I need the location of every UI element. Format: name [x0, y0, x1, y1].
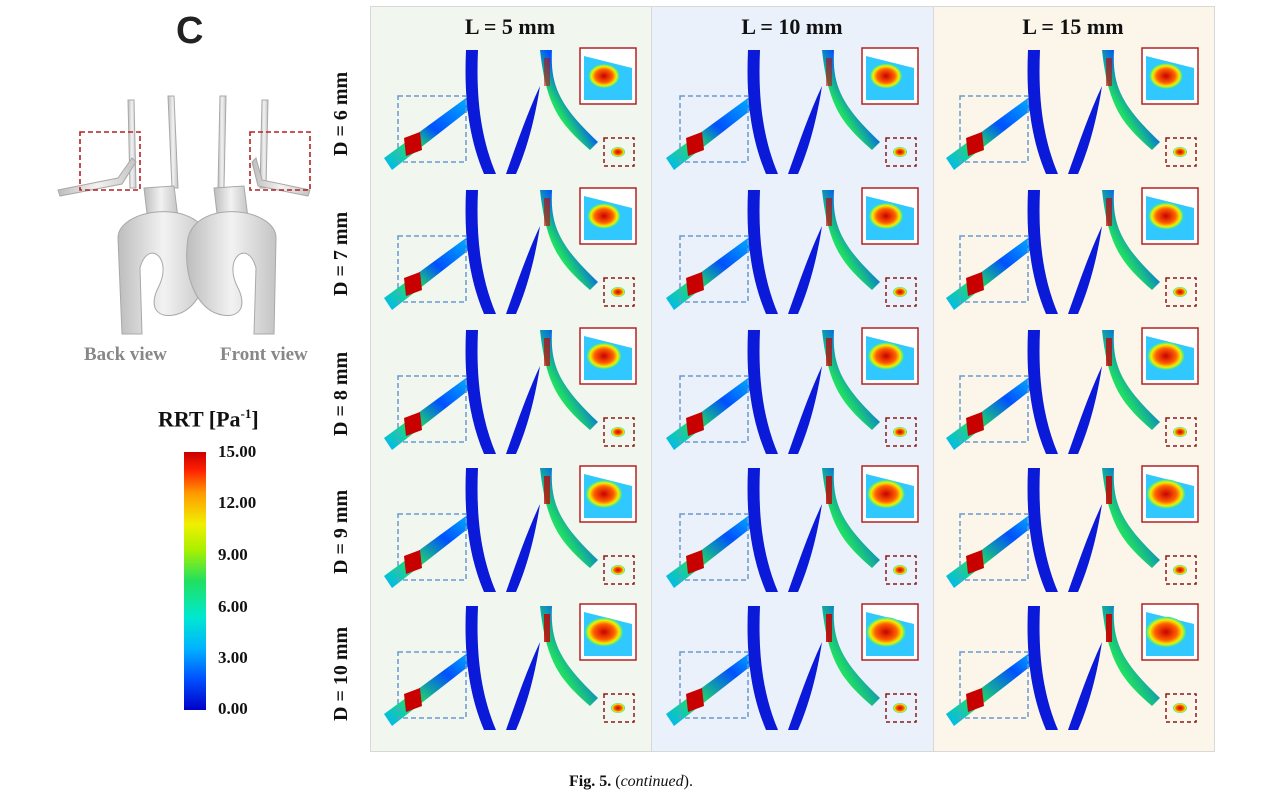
rrt-contour-snapshot [666, 602, 924, 734]
colorbar-tick: 15.00 [218, 442, 257, 461]
aorta-model-illustration [57, 95, 311, 335]
front-view-label: Front view [220, 344, 308, 365]
rrt-contour-snapshot [666, 46, 924, 178]
rrt-contour-snapshot [946, 46, 1204, 178]
rrt-contour-snapshot [666, 464, 924, 596]
colorbar-tick: 9.00 [218, 545, 248, 564]
column-header: L = 15 mm [1022, 14, 1124, 39]
colorbar-tick: 6.00 [218, 597, 248, 616]
row-label: D = 7 mm [330, 211, 352, 297]
rrt-contour-snapshot [946, 186, 1204, 318]
row-label: D = 10 mm [330, 626, 352, 722]
colorbar-tick: 0.00 [218, 699, 248, 718]
row-label: D = 9 mm [330, 489, 352, 575]
rrt-contour-snapshot [384, 602, 642, 734]
figure-caption: Fig. 5. (continued). [569, 773, 693, 790]
rrt-contour-snapshot [946, 326, 1204, 458]
rrt-contour-snapshot [384, 46, 642, 178]
rrt-contour-snapshot [666, 326, 924, 458]
column-header: L = 5 mm [464, 14, 556, 39]
row-label: D = 6 mm [330, 71, 352, 157]
row-label: D = 8 mm [330, 351, 352, 437]
rrt-contour-snapshot [384, 326, 642, 458]
panel-letter: C [176, 10, 204, 52]
back-view-label: Back view [84, 344, 167, 365]
colorbar [184, 452, 206, 710]
rrt-contour-snapshot [384, 186, 642, 318]
column-header: L = 10 mm [741, 14, 843, 39]
rrt-contour-snapshot [946, 464, 1204, 596]
colorbar-tick: 3.00 [218, 648, 248, 667]
rrt-contour-snapshot [384, 464, 642, 596]
rrt-contour-snapshot [666, 186, 924, 318]
colorbar-tick: 12.00 [218, 493, 257, 512]
rrt-contour-snapshot [946, 602, 1204, 734]
colorbar-title: RRT [Pa-1] [158, 406, 259, 432]
